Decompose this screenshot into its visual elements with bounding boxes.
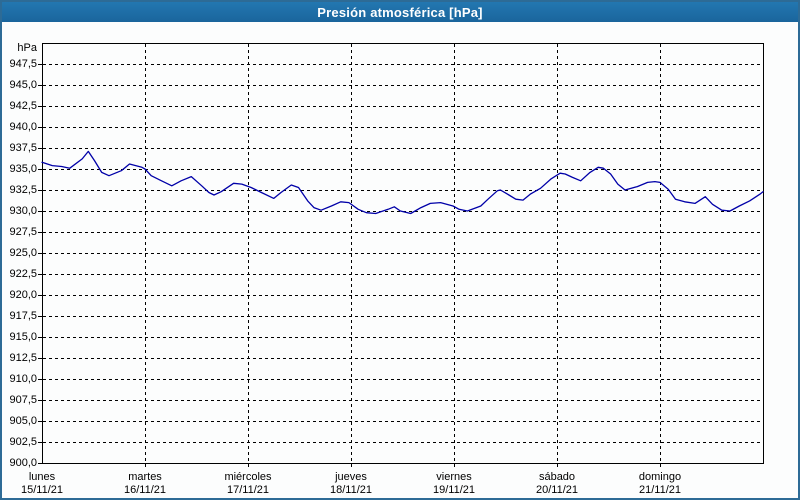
x-axis-day-label: miércoles 17/11/21 (203, 470, 293, 497)
y-axis-label: 937,5 (9, 141, 37, 154)
y-axis-label: 917,5 (9, 309, 37, 322)
y-axis-label: 930,0 (9, 204, 37, 217)
day-name: miércoles (224, 471, 272, 483)
y-axis-label: 927,5 (9, 225, 37, 238)
day-date: 21/11/21 (638, 484, 681, 496)
y-axis-label: 940,0 (9, 120, 37, 133)
y-axis-label: 942,5 (9, 99, 37, 112)
x-axis-day-label: jueves 18/11/21 (306, 470, 396, 497)
y-axis-label: 912,5 (9, 351, 37, 364)
y-axis-label: 922,5 (9, 267, 37, 280)
x-axis-day-label: domingo 21/11/21 (615, 470, 705, 497)
y-axis-label: 947,5 (9, 57, 37, 70)
day-date: 20/11/21 (535, 484, 578, 496)
y-axis-label: 900,0 (9, 456, 37, 469)
day-name: lunes (28, 471, 56, 483)
y-axis-unit-label: hPa (17, 42, 37, 54)
x-axis-day-label: martes 16/11/21 (100, 470, 190, 497)
plot-frame (42, 43, 764, 464)
y-axis-label: 910,0 (9, 372, 37, 385)
chart-title: Presión atmosférica [hPa] (317, 4, 483, 20)
y-axis-label: 905,0 (9, 414, 37, 427)
y-axis-label: 925,0 (9, 246, 37, 259)
x-axis-day-label: lunes 15/11/21 (2, 470, 87, 497)
y-axis-label: 920,0 (9, 288, 37, 301)
day-name: martes (128, 471, 162, 483)
y-axis-label: 945,0 (9, 78, 37, 91)
y-axis-label: 902,5 (9, 435, 37, 448)
y-axis-label: 907,5 (9, 393, 37, 406)
x-axis-day-label: viernes 19/11/21 (409, 470, 499, 497)
y-axis-label: 915,0 (9, 330, 37, 343)
day-date: 18/11/21 (329, 484, 372, 496)
day-date: 17/11/21 (226, 484, 269, 496)
day-name: jueves (335, 471, 367, 483)
day-name: sábado (538, 471, 576, 483)
y-axis-label: 932,5 (9, 183, 37, 196)
day-name: domingo (638, 471, 682, 483)
chart-title-bar: Presión atmosférica [hPa] (2, 2, 798, 22)
day-name: viernes (436, 471, 472, 483)
day-date: 15/11/21 (20, 484, 63, 496)
pressure-line (41, 150, 764, 215)
x-axis-day-label: sábado 20/11/21 (512, 470, 602, 497)
y-axis-label: 935,0 (9, 162, 37, 175)
day-date: 19/11/21 (432, 484, 475, 496)
day-date: 16/11/21 (123, 484, 166, 496)
